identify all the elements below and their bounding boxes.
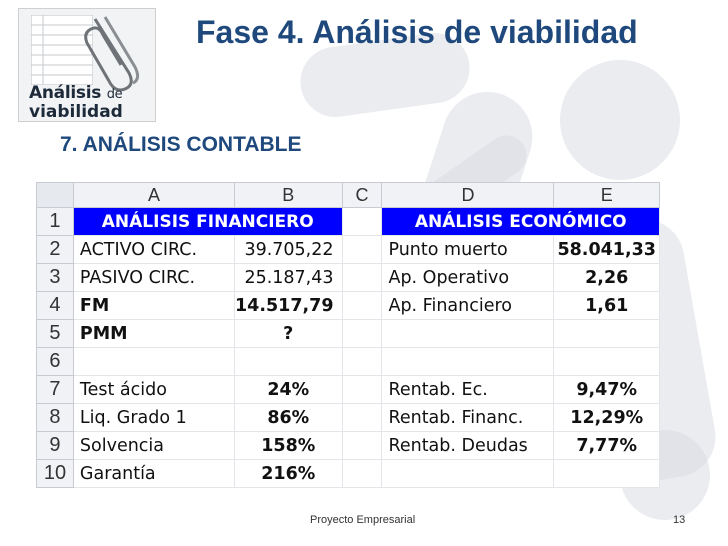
row-header[interactable]: 2 [36,235,74,264]
column-header[interactable]: A [72,182,235,208]
cell[interactable] [342,207,383,236]
cell[interactable]: 25.187,43 [234,263,343,292]
row-header[interactable]: 8 [36,403,74,432]
cell[interactable] [381,487,555,488]
table-row: 2 ACTIVO CIRC. 39.705,22 Punto muerto 58… [36,235,660,264]
column-header[interactable]: B [233,182,343,208]
cell[interactable]: ? [234,319,343,348]
column-header[interactable]: C [341,182,383,208]
select-all-corner[interactable] [36,182,74,208]
cell[interactable]: Test ácido [73,375,235,404]
cell[interactable] [73,487,235,488]
cell[interactable]: Ap. Financiero [381,291,555,320]
cell[interactable] [553,459,660,488]
cell[interactable] [381,319,555,348]
cell[interactable]: 58.041,33 [553,235,660,264]
row-header[interactable]: 9 [36,431,74,460]
row-header[interactable]: 3 [36,263,74,292]
row-header[interactable]: 7 [36,375,74,404]
logo-text: viabilidad [29,102,123,122]
spreadsheet-icon [31,15,93,85]
table-row: 9 Solvencia 158% Rentab. Deudas 7,77% [36,431,660,460]
row-header[interactable]: 4 [36,291,74,320]
table-row: 1 ANÁLISIS FINANCIERO ANÁLISIS ECONÓMICO [36,207,660,236]
column-header[interactable]: D [381,182,555,208]
cell[interactable] [342,319,383,348]
cell[interactable] [553,347,660,376]
row-header[interactable]: 6 [36,347,74,376]
cell[interactable]: Ap. Operativo [381,263,555,292]
cell[interactable] [381,347,555,376]
paperclip-icon [81,13,143,97]
cell[interactable] [342,263,383,292]
cell[interactable]: PASIVO CIRC. [73,263,235,292]
slide-title: Fase 4. Análisis de viabilidad [196,14,638,50]
cell[interactable] [342,459,383,488]
spreadsheet-table: A B C D E 1 ANÁLISIS FINANCIERO ANÁLISIS… [36,182,660,488]
header-cell-economic[interactable]: ANÁLISIS ECONÓMICO [381,207,660,236]
table-row: 6 [36,347,660,376]
logo-text: Análisis de [29,83,123,103]
cell[interactable]: Rentab. Deudas [381,431,555,460]
row-header[interactable]: 1 [36,207,74,236]
logo: Análisis de viabilidad [18,8,156,122]
cell[interactable]: 9,47% [553,375,660,404]
table-row: 11 [36,487,660,488]
table-row: 10 Garantía 216% [36,459,660,488]
row-header[interactable]: 5 [36,319,74,348]
cell[interactable]: PMM [73,319,235,348]
page-number: 13 [673,514,686,526]
cell[interactable]: 7,77% [553,431,660,460]
row-header[interactable]: 10 [36,459,74,488]
cell[interactable]: 2,26 [553,263,660,292]
cell[interactable]: Garantía [73,459,235,488]
cell[interactable]: 12,29% [553,403,660,432]
cell[interactable]: 24% [234,375,343,404]
cell[interactable]: 216% [234,459,343,488]
cell[interactable]: 86% [234,403,343,432]
cell[interactable] [73,347,235,376]
cell[interactable]: 158% [234,431,343,460]
header-cell-financial[interactable]: ANÁLISIS FINANCIERO [73,207,343,236]
cell[interactable] [234,487,343,488]
cell[interactable]: Liq. Grado 1 [73,403,235,432]
cell[interactable] [342,431,383,460]
cell[interactable] [234,347,343,376]
cell[interactable] [553,319,660,348]
cell[interactable] [381,459,555,488]
cell[interactable] [342,375,383,404]
cell[interactable] [342,235,383,264]
cell[interactable]: 14.517,79 [234,291,343,320]
cell[interactable]: Rentab. Financ. [381,403,555,432]
cell[interactable]: FM [73,291,235,320]
cell[interactable]: 39.705,22 [234,235,343,264]
table-row: 4 FM 14.517,79 Ap. Financiero 1,61 [36,291,660,320]
cell[interactable]: 1,61 [553,291,660,320]
cell[interactable]: Punto muerto [381,235,555,264]
background-figure [560,60,680,180]
section-subtitle: 7. ANÁLISIS CONTABLE [60,133,302,156]
cell[interactable] [342,347,383,376]
cell[interactable]: Rentab. Ec. [381,375,555,404]
table-row: 7 Test ácido 24% Rentab. Ec. 9,47% [36,375,660,404]
cell[interactable] [342,291,383,320]
table-row: 8 Liq. Grado 1 86% Rentab. Financ. 12,29… [36,403,660,432]
cell[interactable] [342,403,383,432]
cell[interactable]: ACTIVO CIRC. [73,235,235,264]
table-row: 5 PMM ? [36,319,660,348]
column-header[interactable]: E [553,182,660,208]
cell[interactable] [553,487,660,488]
row-header[interactable]: 11 [36,487,74,488]
cell[interactable] [342,487,383,488]
footer-text: Proyecto Empresarial [310,514,416,526]
table-row: 3 PASIVO CIRC. 25.187,43 Ap. Operativo 2… [36,263,660,292]
spreadsheet: A B C D E 1 ANÁLISIS FINANCIERO ANÁLISIS… [36,182,660,488]
cell[interactable]: Solvencia [73,431,235,460]
